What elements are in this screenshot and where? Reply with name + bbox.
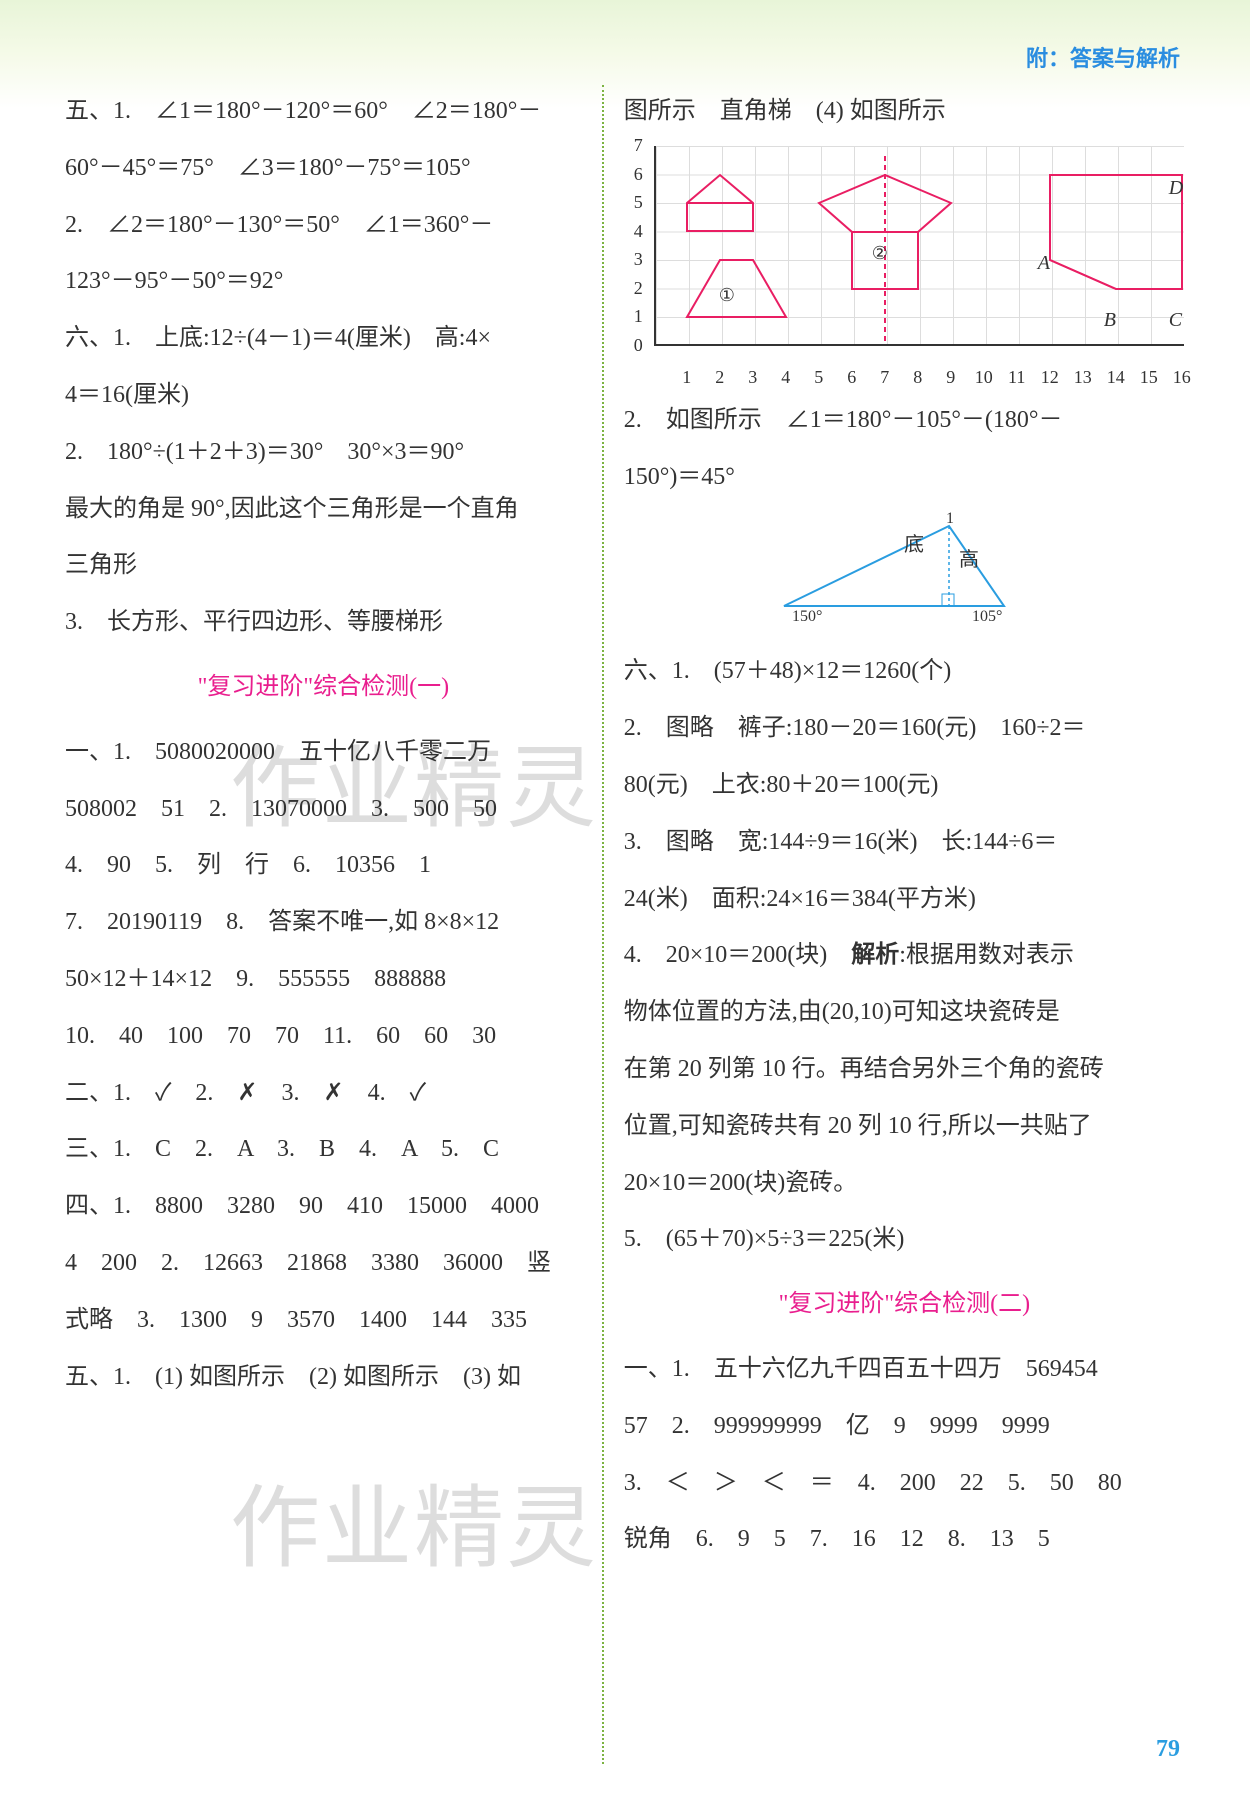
text-line: 五、1. (1) 如图所示 (2) 如图所示 (3) 如 xyxy=(65,1351,582,1404)
text-line: 57 2. 999999999 亿 9 9999 9999 xyxy=(624,1400,1185,1453)
left-column: 五、1. ∠1＝180°－120°＝60° ∠2＝180°－ 60°－45°＝7… xyxy=(65,85,600,1764)
shape-label-2: ② xyxy=(872,234,888,274)
text-line: 六、1. 上底:12÷(4－1)＝4(厘米) 高:4× xyxy=(65,312,582,365)
text-line: 最大的角是 90°,因此这个三角形是一个直角 xyxy=(65,483,582,536)
text-line: 150°)＝45° xyxy=(624,451,1185,504)
text-line: 在第 20 列第 10 行。再结合另外三个角的瓷砖 xyxy=(624,1043,1185,1096)
x-tick: 8 xyxy=(913,358,922,398)
text-line: 60°－45°＝75° ∠3＝180°－75°＝105° xyxy=(65,142,582,195)
text-line: 3. ＜ ＞ ＜ ＝ 4. 200 22 5. 50 80 xyxy=(624,1457,1185,1510)
y-tick: 7 xyxy=(634,126,643,166)
x-tick: 13 xyxy=(1074,358,1092,398)
text-line: 4＝16(厘米) xyxy=(65,369,582,422)
text-line: 20×10＝200(块)瓷砖。 xyxy=(624,1157,1185,1210)
text-line: 3. 图略 宽:144÷9＝16(米) 长:144÷6＝ xyxy=(624,816,1185,869)
text-line: 3. 长方形、平行四边形、等腰梯形 xyxy=(65,596,582,649)
text-line: 5. (65＋70)×5÷3＝225(米) xyxy=(624,1213,1185,1266)
shape-label-1: ① xyxy=(719,276,735,316)
text-line: 4. 20×10＝200(块) 解析:根据用数对表示 xyxy=(624,929,1185,982)
text-line: 三、1. C 2. A 3. B 4. A 5. C xyxy=(65,1123,582,1176)
text-line: 80(元) 上衣:80＋20＝100(元) xyxy=(624,759,1185,812)
point-B: B xyxy=(1104,298,1116,342)
x-tick: 12 xyxy=(1041,358,1059,398)
grid-chart: 0 1 2 3 4 5 6 7 1 2 3 4 5 6 7 8 9 10 11 … xyxy=(624,146,1184,376)
column-divider xyxy=(602,85,604,1764)
x-tick: 6 xyxy=(847,358,856,398)
svg-text:高: 高 xyxy=(959,548,979,571)
svg-text:150°: 150° xyxy=(792,608,822,625)
text-line: 六、1. (57＋48)×12＝1260(个) xyxy=(624,645,1185,698)
text-line: 五、1. ∠1＝180°－120°＝60° ∠2＝180°－ xyxy=(65,85,582,138)
text-line: 508002 51 2. 13070000 3. 500 50 xyxy=(65,783,582,836)
text-line: 2. 图略 裤子:180－20＝160(元) 160÷2＝ xyxy=(624,702,1185,755)
x-tick: 3 xyxy=(748,358,757,398)
section-heading-1: "复习进阶"综合检测(一) xyxy=(65,661,582,714)
x-tick: 15 xyxy=(1140,358,1158,398)
x-tick: 1 xyxy=(682,358,691,398)
x-tick: 9 xyxy=(946,358,955,398)
text-line: 4. 90 5. 列 行 6. 10356 1 xyxy=(65,839,582,892)
text-line: 24(米) 面积:24×16＝384(平方米) xyxy=(624,873,1185,926)
text-line: 三角形 xyxy=(65,539,582,592)
x-tick: 10 xyxy=(975,358,993,398)
content-area: 五、1. ∠1＝180°－120°＝60° ∠2＝180°－ 60°－45°＝7… xyxy=(65,85,1185,1764)
text-line: 2. 如图所示 ∠1＝180°－105°－(180°－ xyxy=(624,394,1185,447)
text-line: 式略 3. 1300 9 3570 1400 144 335 xyxy=(65,1294,582,1347)
point-D: D xyxy=(1169,166,1183,210)
page-number: 79 xyxy=(1156,1723,1180,1776)
x-tick: 11 xyxy=(1008,358,1025,398)
text-line: 50×12＋14×12 9. 555555 888888 xyxy=(65,953,582,1006)
text-line: 一、1. 五十六亿九千四百五十四万 569454 xyxy=(624,1343,1185,1396)
text-line: 四、1. 8800 3280 90 410 15000 4000 xyxy=(65,1180,582,1233)
text-line: 物体位置的方法,由(20,10)可知这块瓷砖是 xyxy=(624,986,1185,1039)
right-column: 图所示 直角梯 (4) 如图所示 0 1 2 xyxy=(606,85,1185,1764)
svg-text:1: 1 xyxy=(946,511,954,527)
section-heading-2: "复习进阶"综合检测(二) xyxy=(624,1278,1185,1331)
text-line: 一、1. 5080020000 五十亿八千零二万 xyxy=(65,726,582,779)
text-line: 2. 180°÷(1＋2＋3)＝30° 30°×3＝90° xyxy=(65,426,582,479)
x-tick: 5 xyxy=(814,358,823,398)
text-line: 位置,可知瓷砖共有 20 列 10 行,所以一共贴了 xyxy=(624,1100,1185,1153)
svg-text:105°: 105° xyxy=(972,608,1002,625)
header-answers: 附：答案与解析 xyxy=(1026,35,1180,83)
text-line: 二、1. ✓ 2. ✗ 3. ✗ 4. ✓ xyxy=(65,1067,582,1120)
x-tick: 2 xyxy=(715,358,724,398)
text-line: 4 200 2. 12663 21868 3380 36000 竖 xyxy=(65,1237,582,1290)
text-line: 7. 20190119 8. 答案不唯一,如 8×8×12 xyxy=(65,896,582,949)
text-span: 4. 20×10＝200(块) xyxy=(624,942,852,968)
x-tick: 7 xyxy=(880,358,889,398)
point-C: C xyxy=(1169,298,1182,342)
point-A: A xyxy=(1038,241,1050,285)
x-tick: 4 xyxy=(781,358,790,398)
triangle-figure: 底 高 150° 105° 1 xyxy=(754,511,1054,631)
svg-text:底: 底 xyxy=(904,533,924,556)
x-tick: 16 xyxy=(1173,358,1191,398)
text-line: 10. 40 100 70 70 11. 60 60 30 xyxy=(65,1010,582,1063)
text-line: 2. ∠2＝180°－130°＝50° ∠1＝360°－ xyxy=(65,199,582,252)
text-line: 图所示 直角梯 (4) 如图所示 xyxy=(624,85,1185,138)
text-line: 123°－95°－50°＝92° xyxy=(65,255,582,308)
text-span: :根据用数对表示 xyxy=(899,942,1074,968)
bold-span: 解析 xyxy=(851,942,899,968)
x-tick: 14 xyxy=(1107,358,1125,398)
text-line: 锐角 6. 9 5 7. 16 12 8. 13 5 xyxy=(624,1513,1185,1566)
